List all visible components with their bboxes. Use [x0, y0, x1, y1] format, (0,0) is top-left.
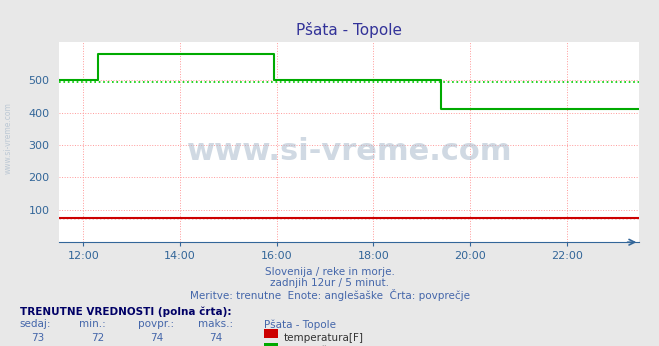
Bar: [264, 343, 278, 346]
Text: 74: 74: [150, 333, 163, 343]
Text: www.si-vreme.com: www.si-vreme.com: [186, 137, 512, 166]
Text: Slovenija / reke in morje.: Slovenija / reke in morje.: [264, 267, 395, 277]
Text: temperatura[F]: temperatura[F]: [283, 333, 363, 343]
Text: min.:: min.:: [79, 319, 106, 329]
Text: sedaj:: sedaj:: [20, 319, 51, 329]
Text: 73: 73: [32, 333, 45, 343]
Text: maks.:: maks.:: [198, 319, 233, 329]
Text: Meritve: trenutne  Enote: anglešaške  Črta: povprečje: Meritve: trenutne Enote: anglešaške Črta…: [190, 289, 469, 301]
Text: zadnjih 12ur / 5 minut.: zadnjih 12ur / 5 minut.: [270, 278, 389, 288]
Text: 72: 72: [91, 333, 104, 343]
Text: Pšata - Topole: Pšata - Topole: [264, 319, 335, 330]
Title: Pšata - Topole: Pšata - Topole: [297, 21, 402, 38]
Text: povpr.:: povpr.:: [138, 319, 175, 329]
Text: 74: 74: [210, 333, 223, 343]
Text: www.si-vreme.com: www.si-vreme.com: [3, 102, 13, 174]
Text: TRENUTNE VREDNOSTI (polna črta):: TRENUTNE VREDNOSTI (polna črta):: [20, 306, 231, 317]
Bar: [264, 329, 278, 338]
